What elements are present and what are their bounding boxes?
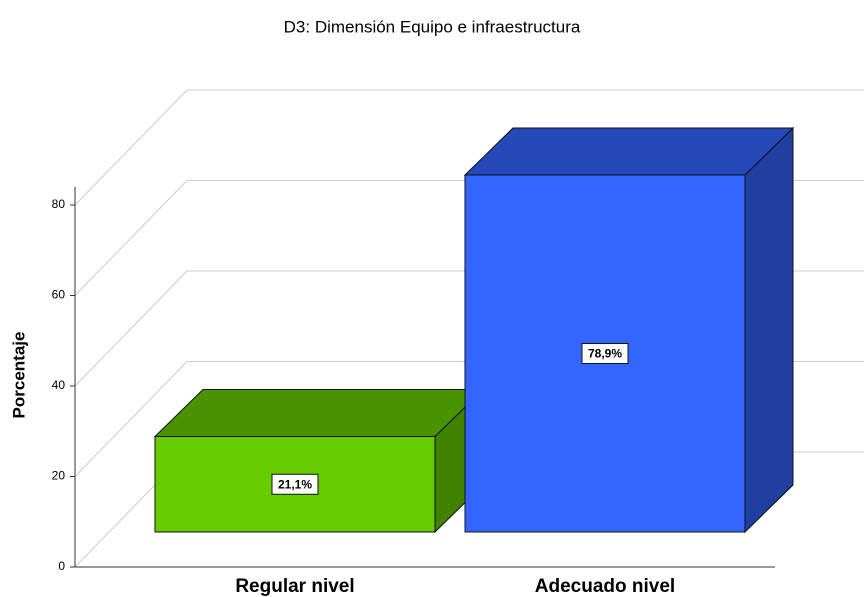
y-tick-label: 60 <box>52 288 66 302</box>
value-label-box <box>581 342 629 364</box>
bar-top <box>463 127 795 176</box>
y-axis-label: Porcentaje <box>9 332 28 419</box>
bar-top <box>153 389 485 438</box>
chart-title: D3: Dimensión Equipo e infraestructura <box>284 17 581 36</box>
value-label: 78,9% <box>588 347 622 361</box>
y-tick-label: 40 <box>52 378 66 392</box>
y-tick-label: 0 <box>58 559 65 573</box>
grid-line <box>74 361 188 477</box>
bar-side <box>744 126 794 534</box>
x-tick-label: Regular nivel <box>235 576 354 597</box>
y-tick-label: 20 <box>52 469 66 483</box>
grid-line <box>74 270 188 387</box>
value-label-box <box>271 473 319 495</box>
x-tick-label: Adecuado nivel <box>535 576 675 597</box>
grid-line <box>74 180 188 296</box>
y-tick-label: 80 <box>52 197 66 211</box>
grid-line <box>74 89 188 206</box>
value-label: 21,1% <box>278 477 312 491</box>
